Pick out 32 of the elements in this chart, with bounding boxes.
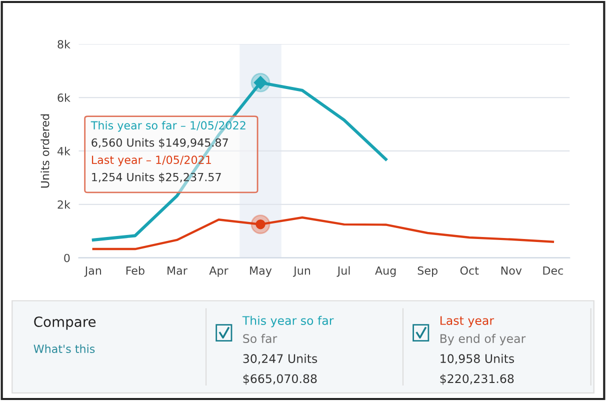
text: So far — [243, 334, 278, 344]
annotation: Last year – 1/05/2021 — [92, 156, 211, 166]
y-tick-label: 4k — [57, 146, 70, 156]
x-tick-label: Dec — [543, 266, 563, 275]
x-tick-label: Sep — [418, 266, 438, 277]
y-tick-label: 2k — [58, 200, 70, 209]
y-tick-label: 6k — [58, 93, 70, 102]
text: Compare — [34, 316, 96, 330]
x-tick-label: Jul — [336, 266, 350, 277]
x-tick-label: May — [250, 266, 272, 277]
text: 30,247 Units — [243, 354, 318, 364]
y-tick-label: 0 — [64, 254, 70, 262]
text: Last year — [440, 316, 494, 328]
x-tick-label: Apr — [209, 266, 228, 277]
x-tick-label: Jun — [293, 266, 310, 277]
text: $665,070.88 — [243, 374, 317, 385]
text: 10,958 Units — [440, 354, 514, 364]
x-tick-label: Mar — [168, 266, 188, 275]
x-tick-label: Nov — [501, 266, 522, 275]
x-tick-label: Jan — [84, 266, 102, 277]
text: This year so far — [242, 316, 334, 328]
y-tick-label: 8k — [58, 40, 70, 48]
text: What's this — [34, 344, 95, 354]
text: By end of year — [440, 334, 526, 346]
text: $220,231.68 — [440, 374, 514, 385]
x-tick-label: Oct — [460, 266, 479, 275]
annotation: 6,560 Units $149,945.87 — [92, 138, 228, 148]
x-tick-label: Feb — [126, 266, 144, 275]
y-axis-title: Units ordered — [40, 114, 50, 188]
x-tick-label: Aug — [375, 266, 396, 277]
annotation: 1,254 Units $25,237.57 — [92, 172, 221, 183]
annotation: This year so far – 1/05/2022 — [90, 120, 246, 132]
